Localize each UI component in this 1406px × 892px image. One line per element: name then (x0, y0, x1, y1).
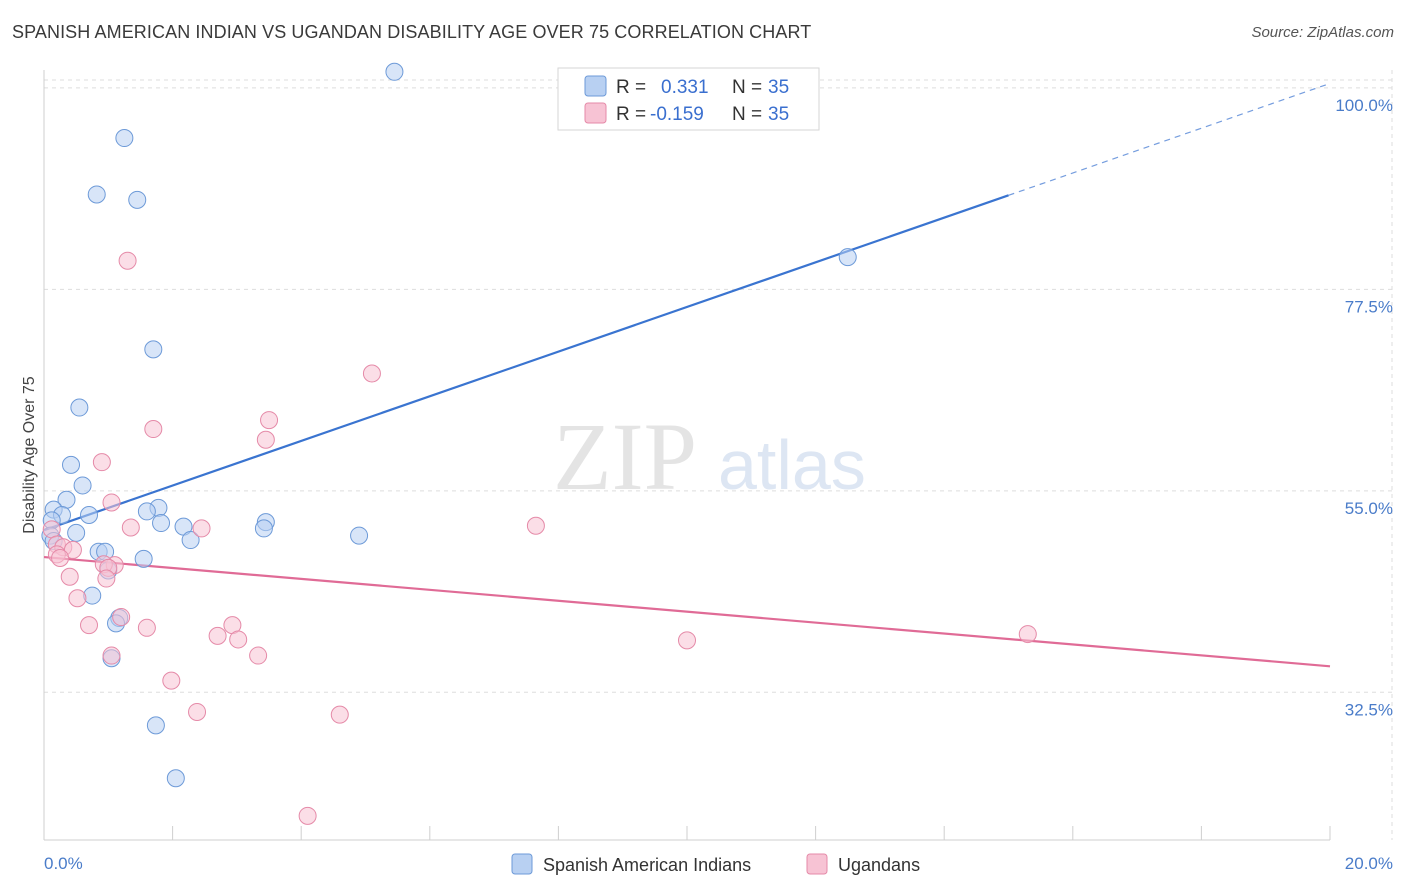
ugandan-point (80, 616, 99, 635)
ugandan-point (60, 567, 79, 586)
y-tick-label: 100.0% (1335, 96, 1393, 115)
ugandan-point (162, 671, 181, 690)
pink-trend-line (43, 555, 1331, 668)
legend-n-value: 35 (768, 104, 789, 125)
ugandan-point (192, 519, 211, 538)
legend-swatch-pink (584, 102, 607, 124)
watermark: ZIP atlas (553, 403, 866, 510)
spanish-american-indian-point (67, 523, 86, 542)
legend-r-label: R = (616, 77, 646, 98)
series-legend-label: Ugandans (838, 855, 920, 875)
ugandan-point (42, 520, 61, 539)
spanish-american-indian-point (137, 502, 156, 521)
watermark-zip: ZIP (553, 403, 697, 510)
ugandan-point (249, 646, 268, 665)
ugandan-point (121, 518, 140, 537)
correlation-legend: R = 0.331 N = 35 R = -0.159 N = 35 (557, 67, 820, 131)
spanish-american-indian-point (134, 549, 153, 568)
spanish-american-indian-point (838, 248, 857, 267)
ugandan-point (208, 626, 227, 645)
ugandan-point (118, 251, 137, 270)
legend-n-label: N = (732, 77, 762, 98)
trend-lines (43, 82, 1331, 668)
series-legend: Spanish American Indians Ugandans (511, 853, 920, 875)
legend-n-value: 35 (768, 77, 789, 98)
legend-r-value: 0.331 (661, 77, 709, 98)
spanish-american-indian-point (385, 62, 404, 81)
watermark-atlas: atlas (718, 426, 866, 504)
axes: 100.0% 77.5% 55.0% 32.5% 0.0% 20.0% (43, 70, 1393, 873)
spanish-american-indian-point (80, 505, 99, 524)
ugandan-point (526, 516, 545, 535)
ugandan-point (260, 411, 279, 430)
y-axis-label: Disability Age Over 75 (21, 376, 38, 534)
ugandan-point (51, 548, 70, 567)
ugandan-point (188, 702, 207, 721)
ugandan-point (97, 569, 116, 588)
series-legend-swatch-pink (806, 853, 828, 875)
spanish-american-indian-point (181, 531, 200, 550)
y-tick-label: 77.5% (1345, 297, 1393, 316)
ugandan-point (102, 646, 121, 665)
ugandan-point (1018, 625, 1037, 644)
series-legend-label: Spanish American Indians (543, 855, 751, 875)
legend-swatch-blue (584, 75, 607, 97)
spanish-american-indian-point (152, 514, 171, 533)
spanish-american-indian-point (62, 455, 81, 474)
data-points (41, 62, 1037, 825)
spanish-american-indian-point (128, 190, 147, 209)
legend-n-label: N = (732, 104, 762, 125)
spanish-american-indian-point (87, 185, 106, 204)
spanish-american-indian-point (73, 476, 92, 495)
spanish-american-indian-point (115, 129, 134, 148)
x-tick-label: 0.0% (44, 854, 83, 873)
blue-trend-extension (1008, 82, 1331, 196)
x-tick-label: 20.0% (1345, 854, 1393, 873)
ugandan-point (144, 420, 163, 439)
spanish-american-indian-point (254, 519, 273, 538)
ugandan-point (678, 631, 696, 650)
ugandan-point (68, 589, 87, 608)
legend-r-value: -0.159 (650, 104, 704, 125)
ugandan-point (256, 430, 275, 449)
series-legend-swatch-blue (511, 853, 533, 875)
ugandan-point (330, 705, 349, 724)
ugandan-point (102, 493, 121, 512)
y-tick-label: 32.5% (1345, 700, 1393, 719)
ugandan-point (298, 806, 317, 825)
spanish-american-indian-point (70, 398, 89, 417)
spanish-american-indian-point (350, 526, 369, 545)
legend-r-label: R = (616, 104, 646, 125)
spanish-american-indian-point (83, 586, 102, 605)
spanish-american-indian-point (144, 340, 163, 359)
y-tick-label: 55.0% (1345, 499, 1393, 518)
spanish-american-indian-point (166, 769, 185, 788)
ugandan-point (229, 630, 248, 649)
source-credit: Source: ZipAtlas.com (1251, 24, 1394, 41)
ugandan-point (92, 453, 111, 472)
spanish-american-indian-point (146, 716, 165, 735)
ugandan-point (362, 364, 381, 383)
ugandan-point (112, 608, 131, 627)
chart-title: SPANISH AMERICAN INDIAN VS UGANDAN DISAB… (12, 22, 812, 42)
ugandan-point (137, 618, 156, 637)
